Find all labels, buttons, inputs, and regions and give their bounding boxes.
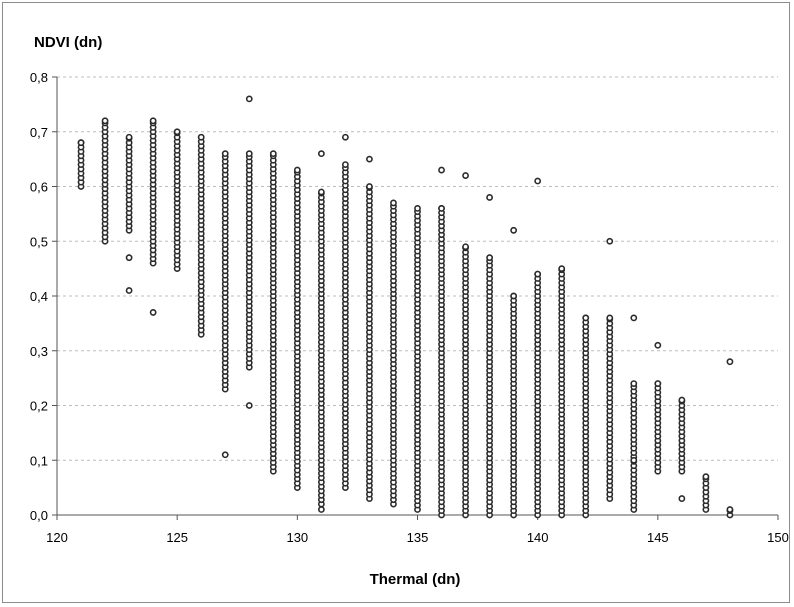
x-tick-label: 125 <box>166 530 188 545</box>
data-point <box>149 117 157 125</box>
data-point <box>654 341 662 349</box>
data-point <box>221 150 229 158</box>
y-tick-label: 0,3 <box>30 344 48 359</box>
data-point <box>245 150 253 158</box>
data-point <box>630 380 638 387</box>
y-tick-label: 0,5 <box>30 234 48 249</box>
data-point <box>630 456 638 464</box>
data-point <box>293 166 301 174</box>
data-point <box>558 265 566 273</box>
data-point <box>173 128 181 136</box>
axes <box>52 76 779 520</box>
data-point <box>630 314 638 322</box>
y-axis-title: NDVI (dn) <box>34 34 102 51</box>
data-point <box>654 380 662 387</box>
y-tick-label: 0,1 <box>30 453 48 468</box>
x-tick-label: 140 <box>527 530 549 545</box>
x-tick-label: 130 <box>286 530 308 545</box>
data-point <box>341 161 349 168</box>
data-point <box>197 133 205 141</box>
data-point <box>606 314 614 322</box>
data-point <box>245 95 253 103</box>
data-point <box>582 314 590 322</box>
data-point <box>462 172 469 179</box>
y-tick-label: 0,8 <box>30 70 48 85</box>
data-point <box>125 133 133 141</box>
data-point <box>510 292 518 300</box>
data-point <box>245 402 253 409</box>
data-point <box>438 204 445 212</box>
x-tick-label: 135 <box>407 530 429 545</box>
data-point <box>726 358 734 366</box>
x-tick-label: 120 <box>46 530 68 545</box>
data-point <box>317 506 325 513</box>
data-point <box>462 243 469 251</box>
data-point <box>77 139 85 147</box>
data-point <box>678 396 686 404</box>
data-points <box>77 95 734 519</box>
data-point <box>221 451 229 459</box>
data-point <box>486 254 493 262</box>
data-point <box>317 150 325 158</box>
data-point <box>534 270 542 278</box>
data-point <box>366 183 373 190</box>
data-point <box>101 117 109 125</box>
data-point <box>149 309 157 316</box>
data-point <box>702 473 710 481</box>
data-point <box>317 188 325 196</box>
data-point <box>269 150 277 158</box>
data-point <box>678 495 686 502</box>
x-tick-label: 145 <box>647 530 669 545</box>
data-point <box>366 155 373 163</box>
data-point <box>438 166 445 174</box>
y-tick-label: 0,0 <box>30 508 48 523</box>
y-tick-label: 0,7 <box>30 125 48 140</box>
y-tick-label: 0,4 <box>30 289 48 304</box>
data-point <box>125 287 133 294</box>
data-point <box>341 133 349 141</box>
data-point <box>486 194 493 201</box>
tick-labels: 0,0 0,1 0,2 0,3 0,4 0,5 0,6 0,7 0,8 120 125 130 135 1… <box>30 70 789 545</box>
data-point <box>125 254 133 262</box>
x-axis-title: Thermal (dn) <box>370 571 461 588</box>
x-tick-label: 150 <box>767 530 789 545</box>
data-point <box>606 237 614 245</box>
data-point <box>390 199 397 207</box>
data-point <box>726 506 734 513</box>
y-tick-label: 0,2 <box>30 399 48 414</box>
data-point <box>510 226 518 234</box>
y-tick-label: 0,6 <box>30 180 48 195</box>
data-point <box>534 177 542 185</box>
data-point <box>414 204 421 212</box>
